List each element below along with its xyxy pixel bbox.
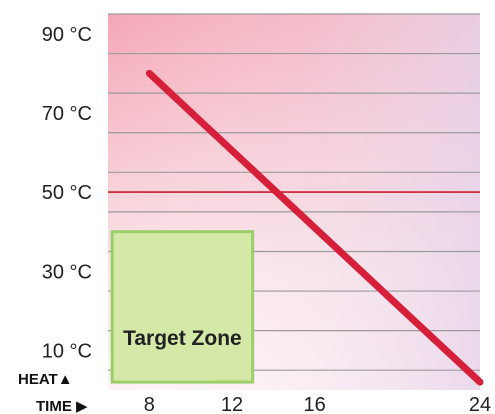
y-tick-label: 90 °C — [42, 24, 92, 46]
y-tick-label: 70 °C — [42, 103, 92, 125]
x-axis-ticks: 8 12 16 24 — [144, 394, 491, 414]
y-axis-caption: HEAT▲ — [18, 371, 73, 388]
x-tick-label: 16 — [304, 394, 326, 414]
target-zone-label: Target Zone — [123, 327, 242, 350]
series-line — [145, 69, 484, 386]
y-axis-ticks: 10 °C 30 °C 50 °C 70 °C 90 °C — [42, 24, 92, 363]
y-tick-label: 10 °C — [42, 340, 92, 362]
x-axis-caption: TIME ▶ — [36, 398, 88, 414]
x-tick-label: 8 — [144, 394, 155, 414]
x-tick-label: 12 — [221, 394, 243, 414]
y-tick-label: 30 °C — [42, 261, 92, 283]
series-layer — [145, 69, 484, 386]
x-tick-label: 24 — [469, 394, 491, 414]
target-zone-box — [110, 230, 255, 384]
y-tick-label: 50 °C — [42, 182, 92, 204]
target-zone: Target Zone — [110, 230, 255, 384]
